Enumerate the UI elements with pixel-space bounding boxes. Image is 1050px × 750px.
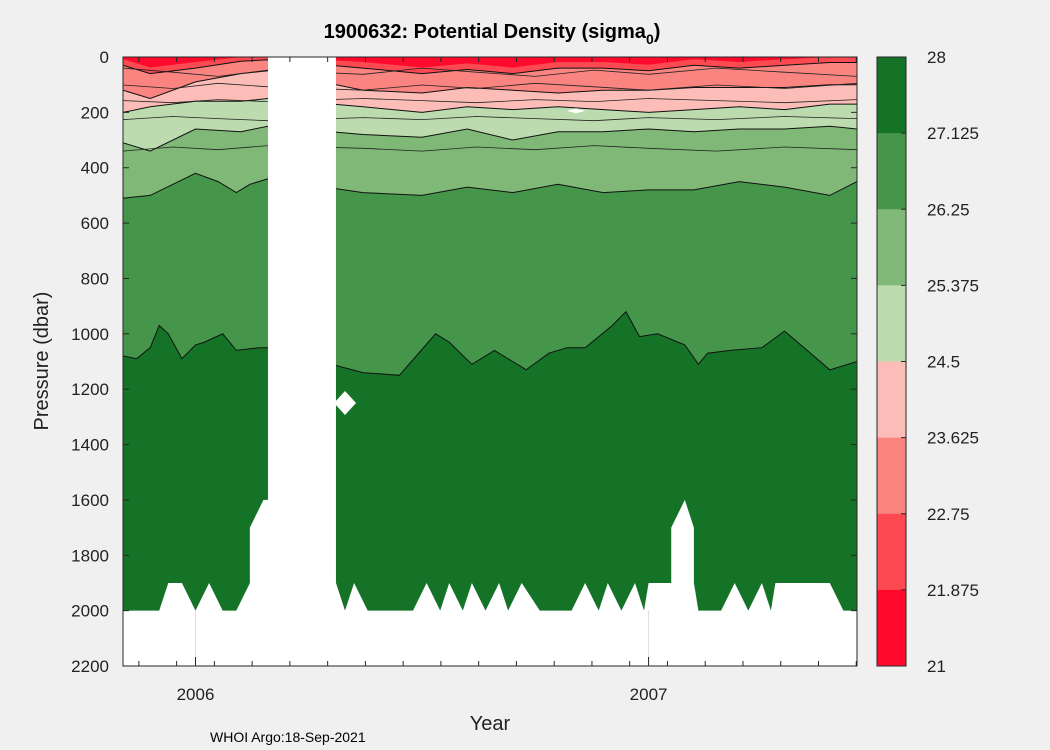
colorbar-swatch	[877, 589, 906, 667]
y-tick-label: 1800	[71, 546, 109, 565]
colorbar-label: 25.375	[927, 276, 979, 295]
diamond-marker	[334, 391, 357, 416]
y-tick-label: 0	[100, 48, 109, 67]
colorbar-swatch	[877, 437, 906, 515]
y-tick-label: 200	[81, 103, 109, 122]
no-data-gap	[671, 499, 694, 666]
y-tick-label: 2200	[71, 657, 109, 676]
contour-line-27-125	[122, 310, 858, 376]
colorbar-label: 27.125	[927, 124, 979, 143]
contour-line-23-625	[122, 70, 857, 100]
y-tick-label: 1200	[71, 380, 109, 399]
y-tick-label: 2000	[71, 602, 109, 621]
contour-line-25-375	[122, 125, 858, 152]
plot-area	[122, 56, 858, 667]
contour-line-minor	[122, 116, 858, 122]
colorbar: 28 27.125 26.25 25.375 24.5 23.625 22.75 21.875…	[876, 48, 979, 676]
colorbar-label: 22.75	[927, 505, 970, 524]
contour-line-22-75	[122, 59, 857, 75]
plot-border	[122, 56, 858, 667]
x-tick-label: 2006	[177, 685, 215, 704]
colorbar-label: 21	[927, 657, 946, 676]
colorbar-swatch	[877, 285, 906, 362]
contour-line-minor	[122, 67, 858, 77]
x-axis: 2006 2007	[138, 57, 857, 704]
y-tick-label: 400	[81, 159, 109, 178]
density-band-21-875	[123, 57, 857, 68]
y-tick-label: 800	[81, 269, 109, 288]
colorbar-swatch	[877, 209, 906, 286]
colorbar-swatch	[877, 133, 906, 210]
x-tick-label: 2007	[630, 685, 668, 704]
y-tick-label: 600	[81, 214, 109, 233]
y-tick-label: 1000	[71, 325, 109, 344]
y-tick-label: 1400	[71, 436, 109, 455]
credit-text: WHOI Argo:18-Sep-2021	[210, 729, 366, 745]
colorbar-swatch	[877, 513, 906, 591]
chart-title-close: )	[654, 21, 661, 43]
colorbar-swatch	[877, 57, 906, 134]
contour-line-26-25	[122, 172, 858, 199]
contour-line-24-5	[122, 97, 857, 113]
colorbar-label: 23.625	[927, 429, 979, 448]
y-axis: 0 200 400 600 800 1000 1200 1400 1600 1800 2000 220…	[71, 48, 857, 676]
colorbar-swatch	[877, 361, 906, 439]
colorbar-label: 24.5	[927, 353, 960, 372]
no-data-gap	[249, 57, 336, 666]
chart-title: 1900632: Potential Density (sigma0)	[324, 21, 661, 47]
y-tick-label: 1600	[71, 491, 109, 510]
colorbar-label: 21.875	[927, 581, 979, 600]
x-axis-label: Year	[470, 713, 511, 735]
colorbar-label: 26.25	[927, 200, 970, 219]
y-axis-label: Pressure (dbar)	[31, 292, 53, 431]
contour-line-minor	[122, 145, 858, 152]
small-diamond-marker	[567, 108, 586, 114]
chart-title-text: 1900632: Potential Density (sigma	[324, 21, 647, 43]
colorbar-label: 28	[927, 48, 946, 67]
contour-line-minor	[122, 98, 858, 104]
contour-line-minor	[122, 82, 858, 91]
svg-text:1900632: Potential Density (si: 1900632: Potential Density (sigma0)	[324, 21, 661, 47]
chart-title-subscript: 0	[646, 31, 654, 47]
